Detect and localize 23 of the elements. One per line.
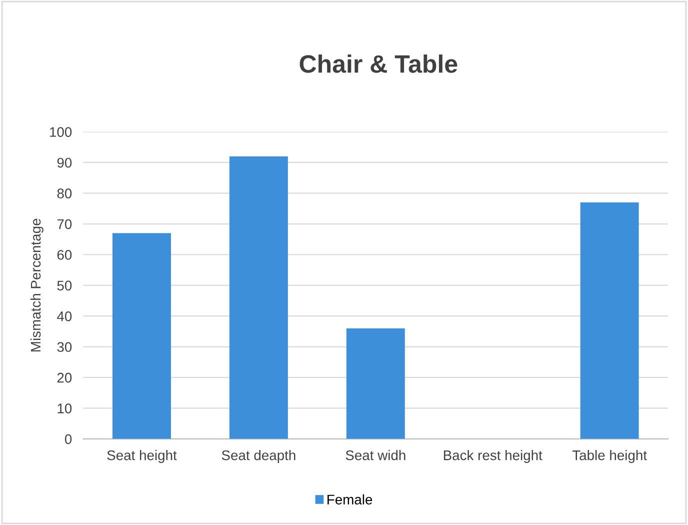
bar [229, 156, 288, 439]
y-axis-title: Mismatch Percentage [30, 218, 44, 352]
x-tick-label: Seat height [107, 450, 177, 463]
x-tick-label: Table height [572, 450, 647, 463]
bar [346, 328, 405, 439]
x-tick-label: Back rest height [444, 450, 542, 463]
y-tick-label: 60 [57, 250, 72, 260]
legend-label: Female [328, 494, 372, 505]
y-tick-label: 10 [58, 404, 72, 414]
y-tick-label: 50 [57, 280, 72, 291]
y-tick-label: 30 [57, 342, 72, 352]
y-tick-label: 80 [57, 188, 72, 198]
bar [112, 233, 171, 439]
y-tick-label: 90 [57, 158, 72, 168]
x-tick-label: Seat deapth [222, 450, 296, 463]
y-tick-label: 40 [57, 311, 72, 322]
y-tick-label: 20 [57, 372, 72, 383]
x-tick-label: Seat widh [346, 450, 406, 460]
bar [580, 202, 639, 439]
chart-title: Chair & Table [300, 54, 458, 73]
y-tick-label: 70 [57, 219, 72, 230]
y-tick-label: 100 [50, 127, 72, 137]
y-tick-label: 0 [64, 434, 72, 444]
